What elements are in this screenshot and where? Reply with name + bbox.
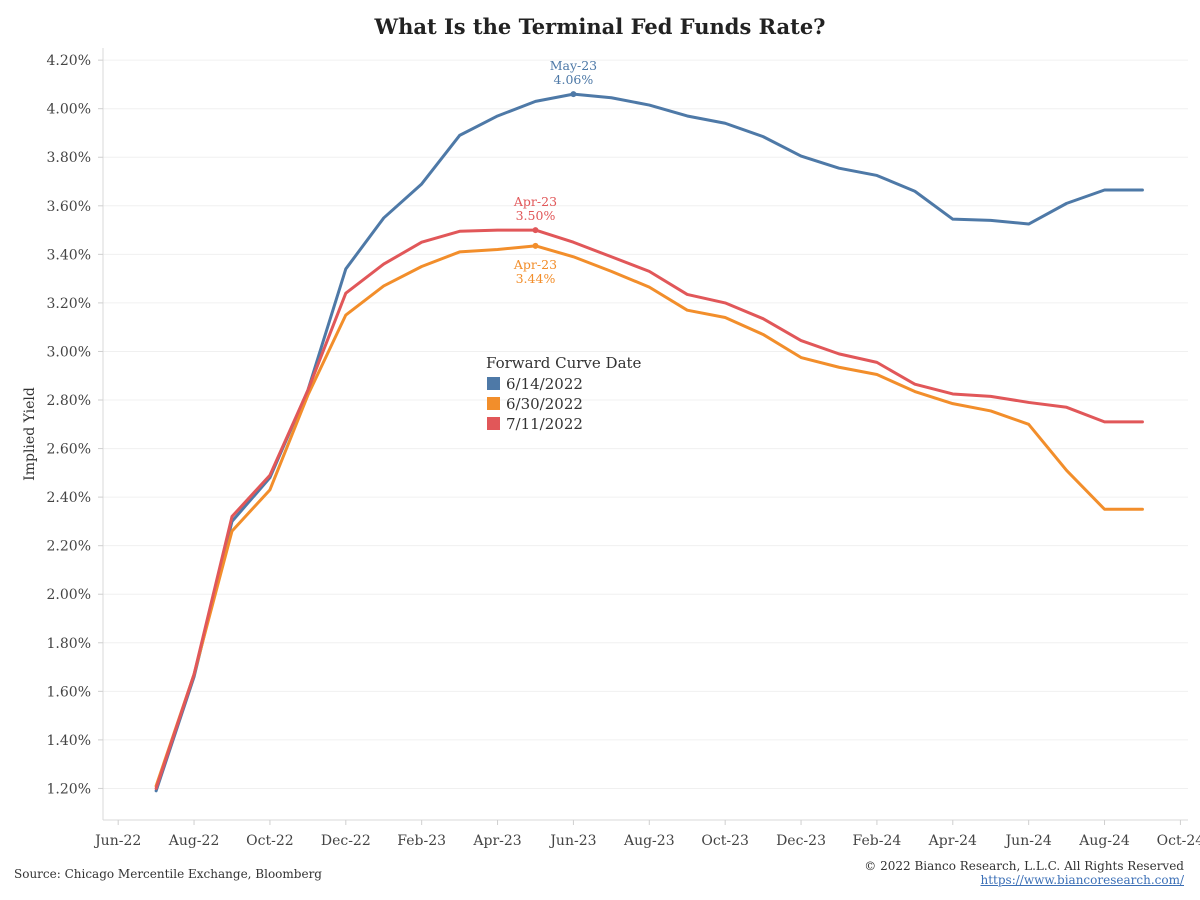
y-axis-label: Implied Yield bbox=[22, 387, 38, 481]
y-tick-label: 2.80% bbox=[47, 393, 91, 409]
annotation-date-label: Apr-23 bbox=[513, 194, 557, 209]
y-tick-label: 1.40% bbox=[47, 733, 91, 749]
annotation-value-label: 4.06% bbox=[554, 72, 594, 87]
legend-title: Forward Curve Date bbox=[486, 354, 642, 372]
legend-swatch bbox=[487, 377, 500, 390]
x-tick-label: Aug-23 bbox=[623, 833, 675, 849]
annotation-point bbox=[532, 242, 539, 249]
series-line-6-14-2022 bbox=[154, 92, 1144, 793]
x-tick-label: Jun-23 bbox=[548, 833, 596, 849]
x-tick-label: Apr-24 bbox=[928, 833, 977, 849]
series-line-7-11-2022 bbox=[154, 228, 1144, 790]
y-tick-label: 4.20% bbox=[47, 53, 91, 69]
chart-title: What Is the Terminal Fed Funds Rate? bbox=[374, 14, 826, 39]
legend-label: 7/11/2022 bbox=[506, 415, 583, 433]
annotation-point bbox=[570, 91, 577, 98]
x-tick-label: Aug-22 bbox=[168, 833, 220, 849]
y-tick-label: 2.20% bbox=[47, 539, 91, 555]
y-tick-label: 2.00% bbox=[47, 587, 91, 603]
y-tick-label: 1.20% bbox=[47, 781, 91, 797]
x-tick-label: Apr-23 bbox=[472, 833, 521, 849]
y-tick-label: 1.60% bbox=[47, 684, 91, 700]
annotation-value-label: 3.44% bbox=[516, 271, 556, 286]
y-tick-label: 1.80% bbox=[47, 636, 91, 652]
y-tick-label: 3.40% bbox=[47, 247, 91, 263]
annotation-point bbox=[532, 227, 539, 234]
y-tick-label: 2.40% bbox=[47, 490, 91, 506]
x-tick-label: Feb-24 bbox=[853, 833, 902, 849]
x-tick-label: Oct-23 bbox=[701, 833, 749, 849]
legend-swatch bbox=[487, 397, 500, 410]
annotation-value-label: 3.50% bbox=[516, 208, 556, 223]
website-link[interactable]: https://www.biancoresearch.com/ bbox=[980, 873, 1184, 887]
x-tick-label: Feb-23 bbox=[397, 833, 446, 849]
y-tick-label: 3.20% bbox=[47, 296, 91, 312]
x-tick-label: Oct-22 bbox=[246, 833, 294, 849]
series-line-6-30-2022 bbox=[154, 244, 1144, 788]
x-tick-label: Dec-22 bbox=[321, 833, 371, 849]
x-tick-label: Jun-22 bbox=[93, 833, 141, 849]
y-tick-label: 4.00% bbox=[47, 102, 91, 118]
y-tick-label: 3.80% bbox=[47, 150, 91, 166]
y-tick-label: 2.60% bbox=[47, 442, 91, 458]
copyright-block: © 2022 Bianco Research, L.L.C. All Right… bbox=[864, 859, 1184, 887]
legend-label: 6/30/2022 bbox=[506, 395, 583, 413]
axis-layer: 1.20% 1.40% 1.60% 1.80% 2.00% 2.20% 2.40% 2.60%… bbox=[22, 48, 1200, 849]
copyright-text: © 2022 Bianco Research, L.L.C. All Right… bbox=[864, 859, 1184, 873]
x-tick-label: Oct-24 bbox=[1157, 833, 1200, 849]
source-note: Source: Chicago Mercentile Exchange, Blo… bbox=[14, 867, 322, 881]
x-tick-label: Aug-24 bbox=[1078, 833, 1130, 849]
series-layer bbox=[154, 92, 1144, 793]
x-tick-label: Dec-23 bbox=[776, 833, 826, 849]
y-tick-label: 3.00% bbox=[47, 344, 91, 360]
legend: Forward Curve Date 6/14/2022 6/30/2022 7/11… bbox=[486, 354, 642, 433]
legend-swatch bbox=[487, 417, 500, 430]
annotation-date-label: Apr-23 bbox=[513, 257, 557, 272]
y-tick-label: 3.60% bbox=[47, 199, 91, 215]
x-tick-label: Jun-24 bbox=[1004, 833, 1052, 849]
legend-label: 6/14/2022 bbox=[506, 375, 583, 393]
annotation-date-label: May-23 bbox=[550, 58, 597, 73]
annotation-layer: May-234.06%Apr-233.50%Apr-233.44% bbox=[513, 58, 597, 286]
